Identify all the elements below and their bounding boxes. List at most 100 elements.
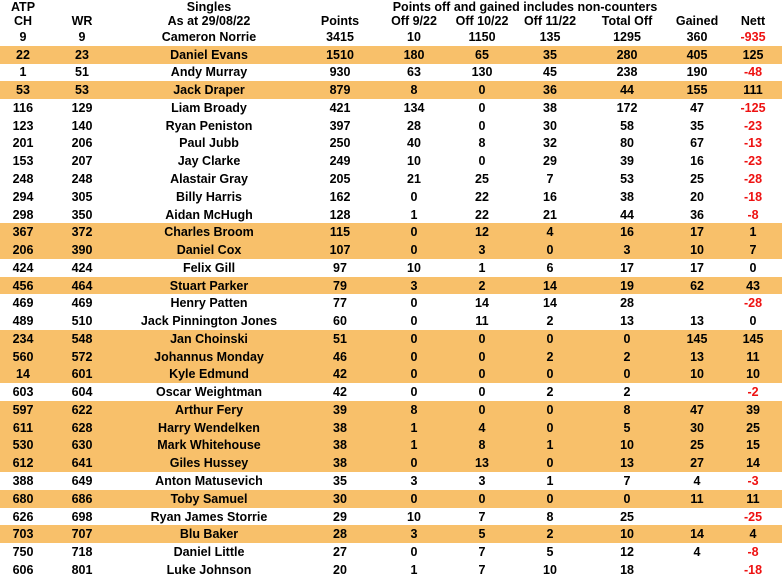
cell-gained: 35	[690, 118, 704, 133]
cell-off-11-22: 7	[546, 172, 554, 186]
cell-ch: 123	[12, 118, 34, 133]
cell-points: 35	[333, 474, 347, 489]
cell-off-11-22: 135	[539, 29, 561, 44]
cell-player-name: Jack Pinnington Jones	[140, 314, 278, 329]
cell-off-9-22: 0	[410, 314, 418, 329]
cell-total-off: 13	[620, 314, 634, 329]
cell-off-11-22: 14	[516, 276, 584, 295]
cell-ch: 14	[0, 365, 46, 384]
cell-off-10-22: 4	[448, 418, 516, 437]
cell-gained: 62	[670, 276, 725, 295]
cell-total-off: 13	[584, 454, 671, 473]
cell-off-9-22: 10	[407, 509, 421, 524]
table-row: 367 372 Charles Broom 115 0 12 4 16 17 1	[0, 223, 782, 242]
cell-gained	[670, 508, 724, 526]
cell-gained: 10	[670, 365, 725, 384]
cell-total-off: 28	[620, 296, 634, 311]
cell-wr: 424	[71, 260, 93, 275]
cell-off-9-22: 180	[380, 45, 448, 64]
cell-ch: 456	[0, 276, 46, 295]
cell-total-off: 10	[584, 436, 671, 455]
table-row: 703 707 Blu Baker 28 3 5 2 10 14 4	[0, 525, 782, 544]
column-header-off-10-22: Off 10/22	[455, 14, 509, 28]
cell-total-off: 0	[584, 489, 671, 508]
cell-nett: -23	[743, 118, 763, 133]
cell-points: 30	[300, 489, 380, 508]
cell-points: 42	[300, 365, 380, 384]
cell-off-9-22: 28	[407, 118, 421, 133]
cell-nett: 4	[724, 525, 782, 544]
cell-off-10-22: 13	[448, 454, 516, 473]
cell-off-9-22: 0	[410, 296, 418, 311]
cell-nett: 14	[724, 454, 782, 473]
cell-points: 250	[329, 136, 351, 151]
cell-nett: -23	[743, 154, 763, 169]
column-header-gained: Gained	[675, 14, 719, 28]
cell-player-name: Jan Choinski	[118, 330, 300, 348]
cell-off-11-22: 14	[543, 296, 557, 311]
cell-total-off: 53	[620, 172, 634, 186]
cell-total-off: 12	[620, 545, 634, 560]
header-spacer-2	[300, 0, 380, 14]
cell-player-name: Ryan Peniston	[165, 118, 253, 133]
cell-ch: 22	[0, 45, 46, 64]
cell-gained: 14	[670, 525, 725, 544]
cell-off-11-22: 29	[543, 154, 557, 169]
cell-off-10-22: 0	[448, 489, 516, 508]
cell-points: 3415	[326, 29, 354, 44]
cell-wr: 698	[71, 509, 93, 524]
cell-total-off: 8	[584, 401, 671, 419]
cell-player-name: Aidan McHugh	[165, 207, 253, 222]
cell-off-9-22: 1	[380, 436, 448, 455]
cell-wr: 718	[71, 545, 93, 560]
cell-ch: 750	[12, 545, 34, 560]
cell-points: 1510	[300, 45, 380, 64]
cell-wr: 23	[46, 45, 118, 64]
cell-ch: 248	[12, 172, 34, 186]
cell-wr: 641	[46, 454, 118, 473]
cell-off-9-22: 8	[380, 401, 448, 419]
header-row-columns: CH WR As at 29/08/22 Points Off 9/22 Off…	[0, 14, 782, 28]
cell-off-11-22: 45	[543, 65, 557, 80]
cell-off-9-22: 21	[407, 172, 421, 186]
cell-nett: 0	[749, 260, 757, 275]
cell-wr: 707	[46, 525, 118, 544]
cell-off-9-22: 0	[380, 489, 448, 508]
cell-wr: 51	[75, 65, 89, 80]
column-header-ch: CH	[13, 14, 33, 28]
cell-ch: 626	[12, 509, 34, 524]
cell-off-9-22: 0	[380, 347, 448, 366]
table-body: 9 9 Cameron Norrie 3415 10 1150 135 1295…	[0, 28, 782, 579]
cell-nett: -18	[743, 189, 763, 204]
cell-wr: 53	[46, 81, 118, 100]
cell-gained: 25	[690, 172, 704, 186]
cell-off-11-22: 35	[516, 45, 584, 64]
cell-off-9-22: 10	[407, 29, 421, 44]
table-row: 560 572 Johannus Monday 46 0 0 2 2 13 11	[0, 347, 782, 366]
cell-wr: 129	[71, 100, 93, 115]
cell-off-10-22: 0	[448, 365, 516, 384]
cell-nett: -18	[743, 562, 763, 577]
cell-off-9-22: 0	[380, 223, 448, 242]
table-row: 456 464 Stuart Parker 79 3 2 14 19 62 43	[0, 276, 782, 295]
cell-off-10-22: 0	[448, 81, 516, 100]
cell-gained: 17	[670, 223, 725, 242]
cell-gained: 36	[690, 207, 704, 222]
cell-gained	[670, 383, 724, 401]
cell-off-11-22: 32	[543, 136, 557, 151]
cell-gained: 47	[690, 100, 704, 115]
cell-total-off: 2	[584, 347, 671, 366]
cell-nett: -28	[743, 296, 763, 311]
cell-off-11-22: 38	[543, 100, 557, 115]
cell-total-off: 19	[584, 276, 671, 295]
cell-off-11-22: 2	[516, 525, 584, 544]
cell-player-name: Henry Patten	[170, 296, 248, 311]
cell-ch: 606	[12, 562, 34, 577]
cell-wr: 630	[46, 436, 118, 455]
cell-wr: 390	[46, 241, 118, 259]
cell-points: 421	[329, 100, 351, 115]
cell-off-10-22: 0	[478, 118, 486, 133]
cell-wr: 305	[71, 189, 93, 204]
cell-gained: 4	[693, 545, 701, 560]
cell-ch: 298	[12, 207, 34, 222]
